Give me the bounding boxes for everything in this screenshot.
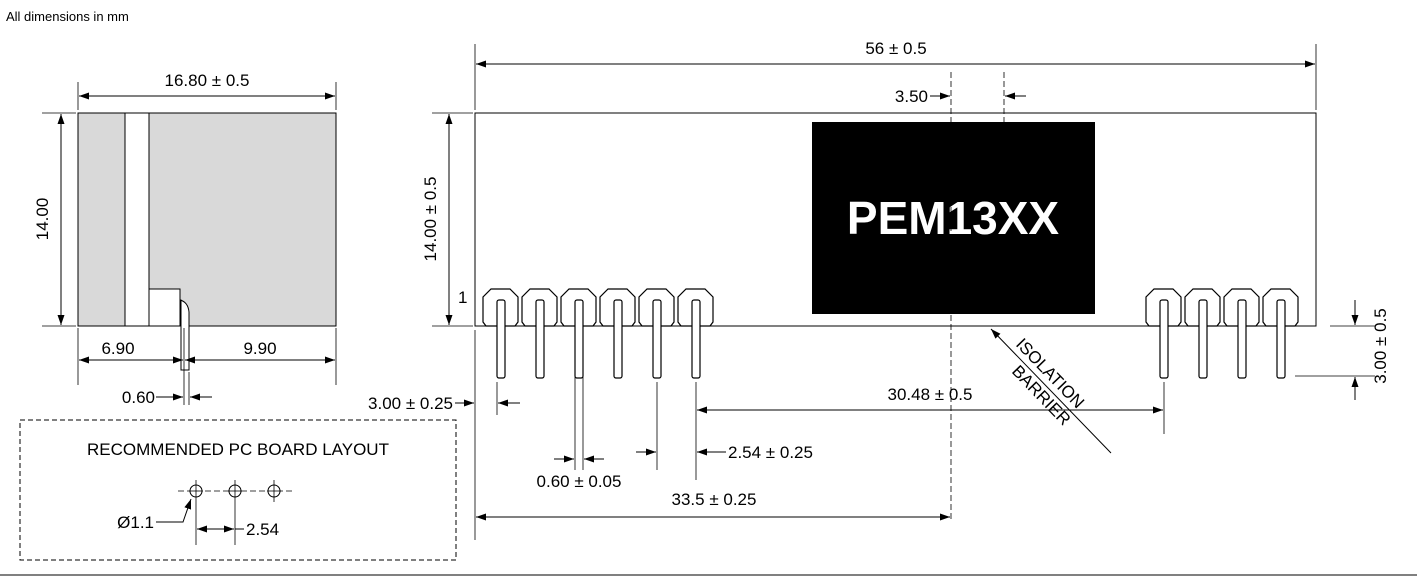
side-view-body	[77, 112, 337, 327]
pin	[1262, 288, 1299, 379]
pin	[677, 288, 714, 379]
pin-span-label: 30.48 ± 0.5	[888, 385, 973, 404]
pin	[638, 288, 675, 379]
product-label: PEM13XX	[847, 192, 1060, 244]
right-pin-group	[1145, 288, 1299, 379]
pin1-marker: 1	[458, 288, 467, 307]
barrier-gap-label: 3.50	[895, 87, 928, 106]
side-pin-width-label: 0.60	[122, 388, 155, 407]
side-right-offset-label: 9.90	[243, 339, 276, 358]
barrier-position-label: 33.5 ± 0.25	[672, 490, 757, 509]
pcb-hole	[228, 480, 242, 502]
side-height-label: 14.00	[33, 198, 52, 241]
front-length-label: 56 ± 0.5	[865, 39, 926, 58]
front-view: 56 ± 0.5 PEM13XX 3.50 14.00 ± 0.5 1	[368, 39, 1390, 540]
pin-diameter-label: 0.60 ± 0.05	[537, 472, 622, 491]
pin	[482, 288, 519, 379]
front-height-label: 14.00 ± 0.5	[421, 177, 440, 262]
pcb-hole	[267, 480, 281, 502]
pcb-hole-diameter-label: Ø1.1	[117, 513, 154, 532]
side-left-offset-label: 6.90	[101, 339, 134, 358]
pin-length-label: 3.00 ± 0.5	[1371, 308, 1390, 384]
pcb-pitch-label: 2.54	[246, 520, 279, 539]
pin	[560, 288, 597, 379]
pin	[1145, 288, 1182, 379]
pin	[1184, 288, 1221, 379]
side-view-pin-header	[148, 288, 181, 327]
side-view: 16.80 ± 0.5 14.00 6.90 9.90 0.60	[33, 71, 337, 407]
pcb-layout-title: RECOMMENDED PC BOARD LAYOUT	[87, 440, 389, 459]
pin-pitch-label: 2.54 ± 0.25	[728, 443, 813, 462]
pcb-layout-frame	[19, 419, 457, 561]
pin-standoff-label: 3.00 ± 0.25	[368, 394, 453, 413]
dimensions-note: All dimensions in mm	[6, 9, 129, 24]
product-label-box	[812, 122, 1095, 314]
left-pin-group	[482, 288, 714, 379]
pcb-layout: RECOMMENDED PC BOARD LAYOUT Ø1.1 2.54	[19, 419, 457, 561]
side-width-label: 16.80 ± 0.5	[165, 71, 250, 90]
pin	[599, 288, 636, 379]
side-view-slot	[124, 112, 150, 327]
pin	[521, 288, 558, 379]
pin	[1223, 288, 1260, 379]
pcb-hole	[189, 480, 203, 502]
